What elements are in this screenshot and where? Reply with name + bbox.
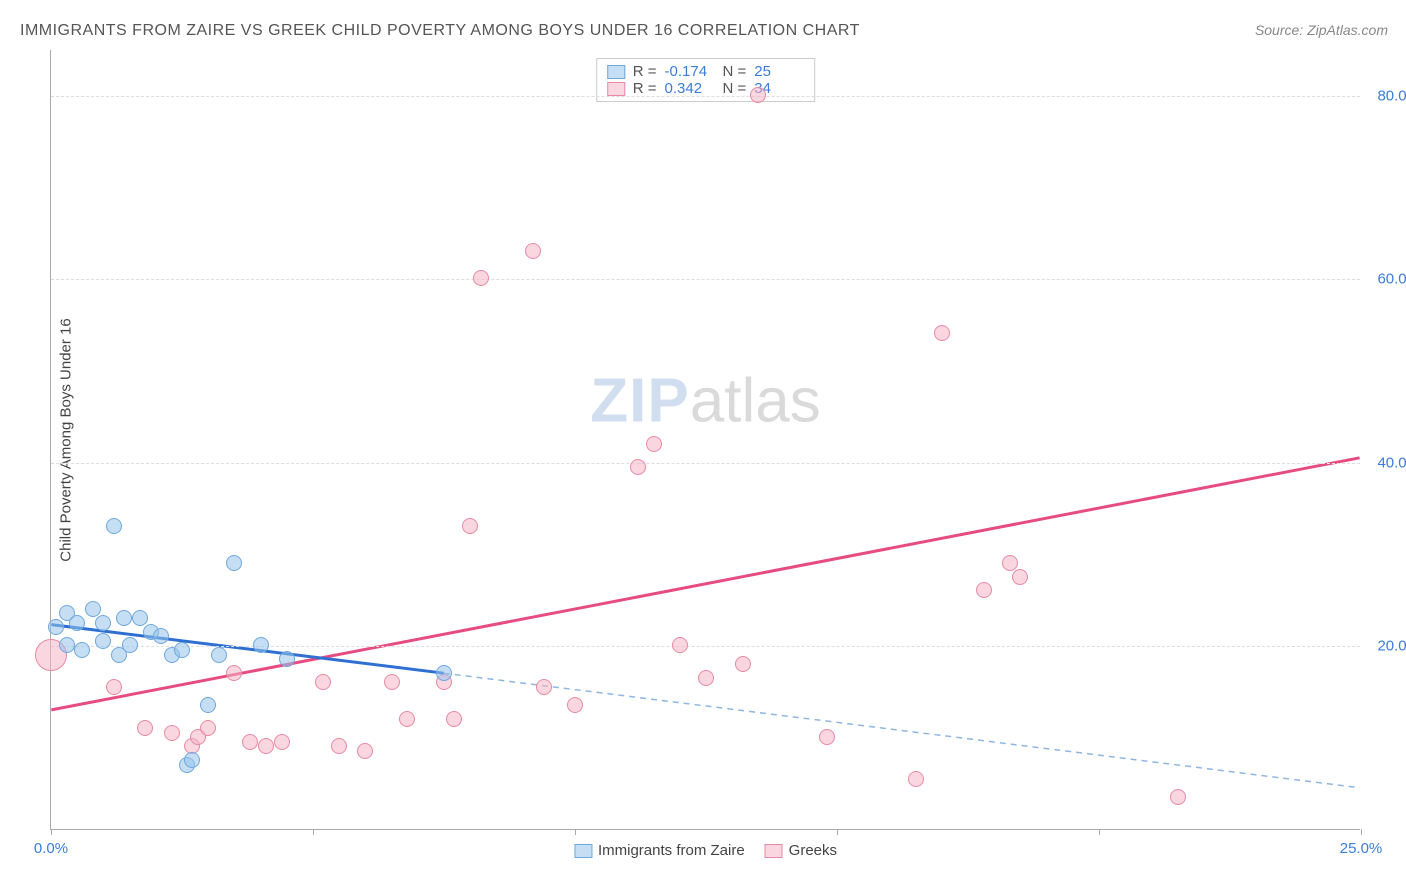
data-point-zaire [95, 633, 111, 649]
legend-swatch [765, 844, 783, 858]
legend-label: Immigrants from Zaire [598, 842, 745, 859]
legend-r-value: 0.342 [665, 80, 715, 97]
data-point-greeks [242, 734, 258, 750]
y-tick-label: 20.0% [1365, 638, 1406, 655]
trend-line [51, 625, 443, 674]
data-point-greeks [536, 679, 552, 695]
x-tick [575, 829, 576, 835]
x-tick [1099, 829, 1100, 835]
data-point-zaire [85, 601, 101, 617]
data-point-zaire [253, 637, 269, 653]
data-point-greeks [357, 743, 373, 759]
legend-n-label: N = [723, 63, 747, 80]
chart-title: IMMIGRANTS FROM ZAIRE VS GREEK CHILD POV… [20, 22, 860, 40]
data-point-greeks [226, 665, 242, 681]
data-point-greeks [200, 720, 216, 736]
x-tick-label: 25.0% [1340, 840, 1383, 857]
legend-n-value: 25 [754, 63, 804, 80]
data-point-zaire [153, 628, 169, 644]
data-point-greeks [473, 270, 489, 286]
gridline [51, 279, 1360, 280]
data-point-greeks [908, 771, 924, 787]
data-point-greeks [976, 582, 992, 598]
legend-label: Greeks [789, 842, 837, 859]
data-point-greeks [315, 674, 331, 690]
data-point-greeks [1002, 555, 1018, 571]
x-tick [313, 829, 314, 835]
legend-top-row: R =0.342N =34 [607, 80, 805, 97]
data-point-zaire [59, 637, 75, 653]
y-tick-label: 80.0% [1365, 87, 1406, 104]
legend-bottom-item: Greeks [765, 842, 837, 859]
gridline [51, 463, 1360, 464]
data-point-greeks [735, 656, 751, 672]
data-point-zaire [211, 647, 227, 663]
data-point-greeks [446, 711, 462, 727]
data-point-zaire [279, 651, 295, 667]
source-attribution: Source: ZipAtlas.com [1255, 22, 1388, 38]
legend-n-label: N = [723, 80, 747, 97]
x-tick [837, 829, 838, 835]
legend-top-row: R = -0.174 N = 25 [607, 63, 805, 80]
data-point-zaire [116, 610, 132, 626]
series-legend: Immigrants from Zaire Greeks [574, 842, 837, 859]
data-point-greeks [698, 670, 714, 686]
data-point-zaire [69, 615, 85, 631]
data-point-zaire [226, 555, 242, 571]
x-tick [51, 829, 52, 835]
data-point-greeks [1170, 789, 1186, 805]
data-point-zaire [184, 752, 200, 768]
legend-swatch [574, 844, 592, 858]
data-point-greeks [399, 711, 415, 727]
gridline [51, 96, 1360, 97]
x-tick [1361, 829, 1362, 835]
data-point-greeks [750, 87, 766, 103]
data-point-zaire [200, 697, 216, 713]
x-tick-label: 0.0% [34, 840, 68, 857]
data-point-zaire [48, 619, 64, 635]
data-point-zaire [106, 518, 122, 534]
y-tick-label: 60.0% [1365, 271, 1406, 288]
data-point-greeks [567, 697, 583, 713]
chart-container: { "title": "IMMIGRANTS FROM ZAIRE VS GRE… [0, 0, 1406, 892]
gridline [51, 646, 1360, 647]
plot-area: Child Poverty Among Boys Under 16 ZIPatl… [50, 50, 1360, 830]
data-point-greeks [672, 637, 688, 653]
data-point-greeks [819, 729, 835, 745]
trend-lines-svg [51, 50, 1360, 829]
legend-bottom-item: Immigrants from Zaire [574, 842, 745, 859]
data-point-greeks [331, 738, 347, 754]
data-point-zaire [122, 637, 138, 653]
data-point-greeks [462, 518, 478, 534]
data-point-greeks [164, 725, 180, 741]
data-point-greeks [646, 436, 662, 452]
legend-r-value: -0.174 [665, 63, 715, 80]
data-point-zaire [174, 642, 190, 658]
data-point-greeks [274, 734, 290, 750]
legend-swatch [607, 65, 625, 79]
data-point-greeks [1012, 569, 1028, 585]
data-point-greeks [525, 243, 541, 259]
data-point-greeks [258, 738, 274, 754]
legend-swatch [607, 82, 625, 96]
data-point-zaire [95, 615, 111, 631]
y-tick-label: 40.0% [1365, 454, 1406, 471]
data-point-zaire [436, 665, 452, 681]
data-point-greeks [630, 459, 646, 475]
trend-line [444, 673, 1360, 788]
data-point-zaire [132, 610, 148, 626]
data-point-greeks [384, 674, 400, 690]
data-point-greeks [106, 679, 122, 695]
data-point-greeks [934, 325, 950, 341]
legend-r-label: R = [633, 63, 657, 80]
legend-r-label: R = [633, 80, 657, 97]
data-point-zaire [74, 642, 90, 658]
data-point-greeks [137, 720, 153, 736]
